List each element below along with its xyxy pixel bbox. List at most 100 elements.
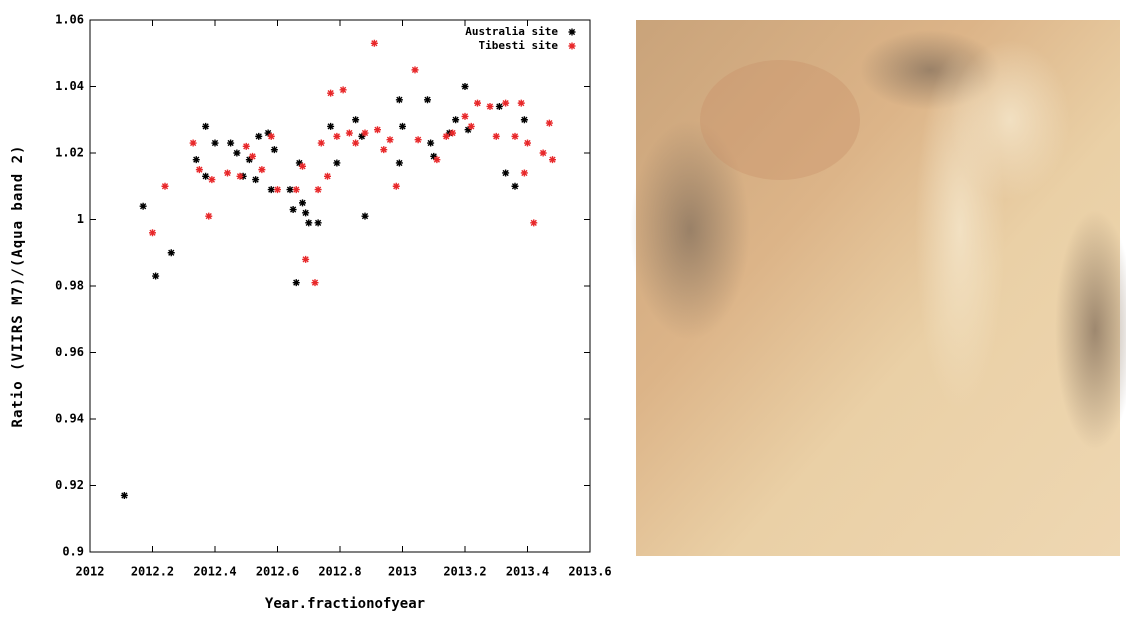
point bbox=[302, 255, 310, 263]
point bbox=[236, 172, 244, 180]
point bbox=[474, 99, 481, 107]
legend-label: Tibesti site bbox=[479, 39, 559, 52]
point bbox=[274, 186, 281, 194]
point bbox=[386, 136, 394, 144]
point bbox=[258, 166, 266, 174]
point bbox=[433, 156, 441, 164]
point bbox=[327, 89, 335, 97]
x-tick-label: 2012.4 bbox=[193, 565, 236, 579]
point bbox=[286, 186, 294, 194]
point bbox=[517, 99, 525, 107]
point bbox=[139, 202, 147, 210]
y-tick-label: 1 bbox=[77, 212, 84, 226]
point bbox=[430, 152, 438, 160]
point bbox=[520, 116, 528, 124]
x-tick-label: 2013 bbox=[388, 565, 417, 579]
point bbox=[464, 126, 472, 134]
point bbox=[333, 132, 341, 140]
point bbox=[149, 229, 156, 237]
point bbox=[167, 249, 175, 257]
point bbox=[449, 129, 456, 137]
point bbox=[395, 159, 403, 167]
point bbox=[502, 99, 510, 107]
x-tick-label: 2013.6 bbox=[568, 565, 611, 579]
point bbox=[520, 169, 528, 177]
satellite-image bbox=[630, 20, 1126, 556]
point bbox=[414, 136, 422, 144]
point bbox=[152, 272, 160, 280]
point bbox=[289, 206, 297, 214]
y-tick-label: 0.94 bbox=[55, 412, 84, 426]
point bbox=[227, 139, 235, 147]
point bbox=[395, 96, 403, 104]
point bbox=[242, 142, 250, 150]
point bbox=[299, 199, 306, 207]
point bbox=[208, 176, 216, 184]
y-tick-label: 1.06 bbox=[55, 13, 84, 27]
point bbox=[314, 186, 322, 194]
point bbox=[120, 491, 128, 499]
point bbox=[492, 132, 500, 140]
legend-marker bbox=[568, 42, 576, 50]
point bbox=[502, 169, 510, 177]
point bbox=[361, 212, 369, 220]
point bbox=[302, 209, 310, 217]
point bbox=[345, 129, 353, 137]
y-tick-label: 1.04 bbox=[55, 79, 84, 93]
x-axis-label: Year.fractionofyear bbox=[265, 596, 425, 612]
point bbox=[427, 139, 435, 147]
point bbox=[233, 149, 241, 157]
point bbox=[192, 156, 200, 164]
point bbox=[486, 102, 494, 110]
point bbox=[202, 172, 210, 180]
point bbox=[467, 122, 475, 130]
point bbox=[324, 172, 331, 180]
point bbox=[327, 122, 335, 130]
y-tick-label: 0.98 bbox=[55, 279, 84, 293]
point bbox=[305, 219, 313, 227]
point bbox=[252, 176, 260, 184]
point bbox=[461, 112, 469, 120]
chart: Year.fractionofyear Ratio (VIIRS M7)/(Aq… bbox=[10, 13, 612, 613]
point bbox=[424, 96, 431, 104]
y-tick-label: 0.96 bbox=[55, 345, 84, 359]
point bbox=[255, 132, 263, 140]
y-axis-label: Ratio (VIIRS M7)/(Aqua band 2) bbox=[10, 145, 26, 428]
point bbox=[195, 166, 203, 174]
x-tick-label: 2012 bbox=[76, 565, 105, 579]
y-tick-label: 0.92 bbox=[55, 478, 84, 492]
point bbox=[317, 139, 325, 147]
point bbox=[495, 102, 503, 110]
point bbox=[442, 132, 450, 140]
legend-marker bbox=[568, 28, 576, 36]
point bbox=[333, 159, 341, 167]
point bbox=[161, 182, 169, 190]
point bbox=[524, 139, 531, 147]
plot-frame bbox=[89, 19, 591, 553]
point bbox=[511, 132, 519, 140]
point bbox=[245, 156, 253, 164]
point bbox=[270, 146, 278, 154]
point bbox=[530, 219, 538, 227]
point bbox=[267, 186, 275, 194]
x-tick-label: 2012.6 bbox=[256, 565, 299, 579]
point bbox=[189, 139, 197, 147]
point bbox=[205, 212, 213, 220]
point bbox=[452, 116, 460, 124]
point bbox=[511, 182, 519, 190]
point bbox=[224, 169, 231, 177]
x-tick-label: 2012.8 bbox=[318, 565, 361, 579]
point bbox=[370, 39, 378, 47]
point bbox=[380, 146, 388, 154]
point bbox=[461, 83, 469, 90]
point bbox=[352, 116, 360, 124]
point bbox=[361, 129, 369, 137]
point bbox=[295, 159, 303, 167]
point bbox=[545, 119, 553, 127]
y-tick-label: 1.02 bbox=[55, 146, 84, 160]
point bbox=[549, 156, 556, 164]
point bbox=[339, 86, 347, 94]
point bbox=[299, 162, 306, 170]
point bbox=[264, 129, 272, 137]
